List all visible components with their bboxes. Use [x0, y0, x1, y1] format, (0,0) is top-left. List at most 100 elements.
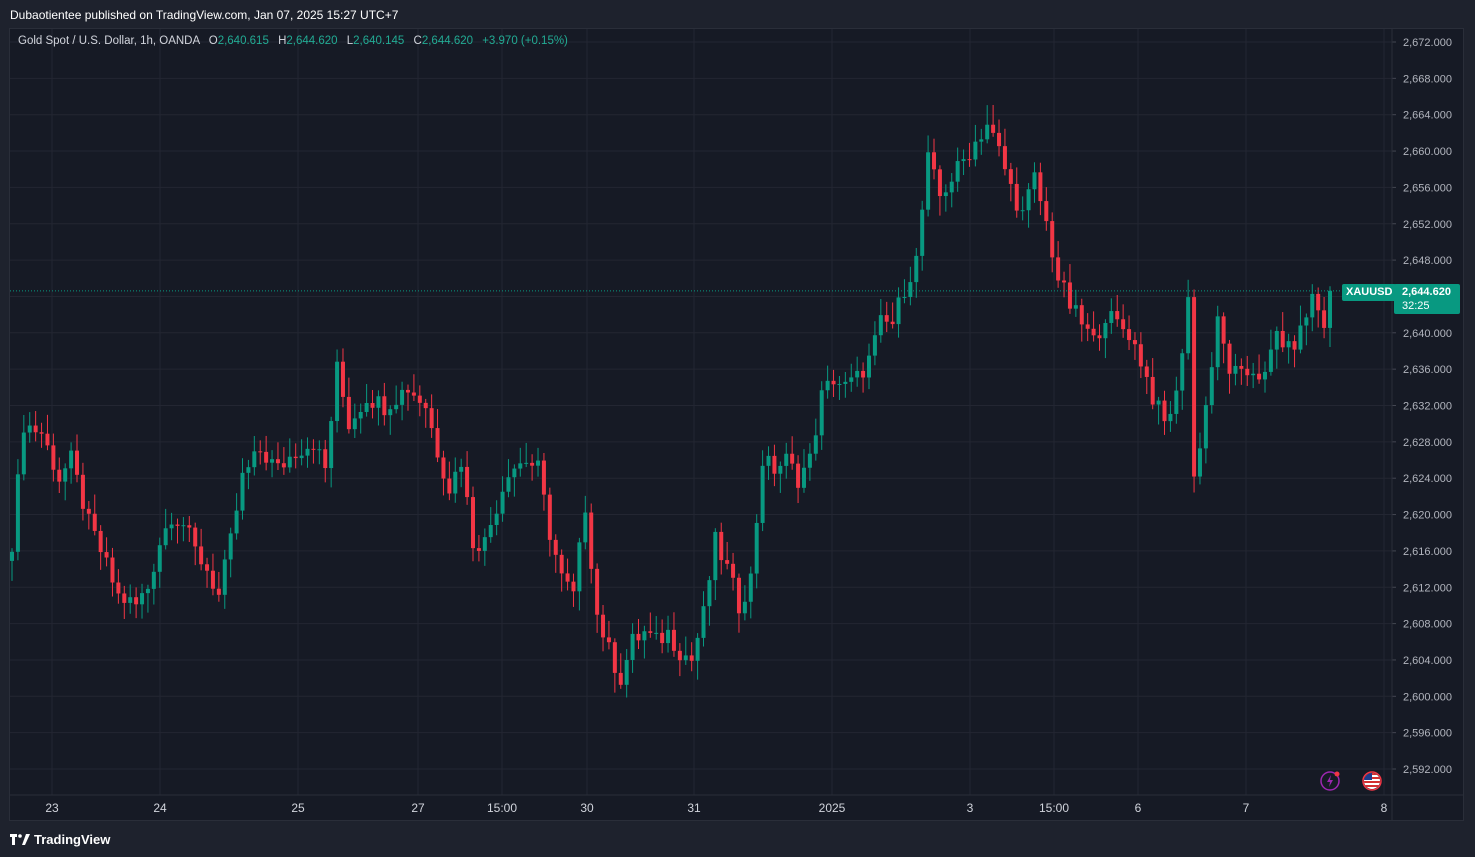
candle [376, 390, 381, 426]
x-tick-label: 3 [967, 801, 974, 815]
tradingview-brand[interactable]: TradingView [10, 832, 110, 847]
candle [1026, 183, 1031, 228]
candle [1280, 312, 1285, 353]
legend-change: +3.970 (+0.15%) [482, 35, 568, 47]
candle [482, 528, 487, 566]
candle [228, 527, 233, 578]
x-tick-label: 2025 [819, 801, 846, 815]
candle [157, 537, 162, 588]
y-tick-label: 2,660.000 [1403, 146, 1452, 158]
candle [1121, 304, 1126, 338]
candle [612, 638, 617, 693]
candle [1073, 289, 1078, 317]
candle [1103, 319, 1108, 359]
candle [819, 381, 824, 450]
candle [210, 553, 215, 596]
candle [86, 500, 91, 530]
candle [275, 442, 280, 471]
candle [707, 576, 712, 626]
y-tick-label: 2,668.000 [1403, 73, 1452, 85]
y-tick-label: 2,624.000 [1403, 473, 1452, 485]
ohlc-legend: Gold Spot / U.S. Dollar, 1h, OANDA O2,64… [18, 35, 568, 47]
candle [1239, 358, 1244, 385]
candle [1257, 354, 1262, 384]
candle [63, 463, 68, 501]
y-tick-label: 2,604.000 [1403, 655, 1452, 667]
candle [364, 384, 369, 417]
candle [695, 633, 700, 680]
candle [512, 464, 517, 497]
candle [979, 128, 984, 155]
candle [701, 591, 706, 647]
candle [595, 563, 600, 633]
candle [748, 566, 753, 619]
candle [565, 558, 570, 591]
flash-icon[interactable] [1319, 770, 1341, 792]
candle [352, 403, 357, 438]
candle [246, 459, 251, 490]
candle [985, 105, 990, 144]
candle [1109, 298, 1114, 334]
legend-high-label: H [278, 35, 287, 47]
candle [1328, 286, 1332, 347]
candle [872, 321, 877, 366]
candle [187, 516, 192, 542]
tradingview-brand-text: TradingView [34, 832, 111, 847]
candle [1115, 294, 1120, 327]
candle [1091, 311, 1096, 342]
candle [1156, 396, 1161, 425]
candle [151, 563, 156, 605]
candle [559, 549, 564, 592]
candle [843, 371, 848, 398]
publisher-text: Dubaotientee published on TradingView.co… [10, 8, 399, 22]
candle [1251, 362, 1256, 389]
candle [104, 537, 109, 567]
candle [571, 573, 576, 607]
candle [1097, 324, 1102, 351]
candle [1014, 167, 1019, 218]
candle [671, 612, 676, 657]
legend-low-label: L [346, 35, 354, 47]
footer-bar [0, 821, 1475, 857]
legend-high-value: 2,644.620 [286, 35, 338, 47]
candle [831, 369, 836, 398]
candle [323, 439, 328, 483]
candle [122, 585, 127, 619]
candle [1233, 353, 1238, 386]
candle [240, 458, 245, 520]
last-price-value: 2,644.620 [1402, 286, 1451, 298]
candle [10, 548, 14, 581]
candle [57, 457, 62, 494]
candle [21, 414, 26, 481]
x-tick-label: 24 [153, 801, 167, 815]
candle [813, 418, 818, 461]
candle [500, 476, 505, 522]
tradingview-logo-icon [10, 833, 30, 845]
candle [1038, 162, 1043, 216]
x-tick-label: 23 [45, 801, 59, 815]
x-tick-label: 7 [1243, 801, 1250, 815]
candle [855, 356, 860, 387]
candle [98, 525, 103, 570]
candle [589, 503, 594, 584]
candle [866, 343, 871, 390]
candle [606, 620, 611, 650]
candle [459, 458, 464, 488]
y-tick-label: 2,640.000 [1403, 328, 1452, 340]
candle [1203, 396, 1208, 464]
chart-frame[interactable] [9, 28, 1464, 821]
candle [1008, 162, 1013, 202]
candle [1044, 187, 1049, 231]
us-flag-icon[interactable] [1361, 770, 1383, 792]
candle [943, 184, 948, 212]
candle [630, 623, 635, 673]
candle [488, 507, 493, 543]
candle [1150, 358, 1155, 410]
candle [778, 461, 783, 493]
candle [1227, 339, 1232, 394]
candle [908, 266, 913, 306]
candle [583, 495, 588, 550]
legend-open-value: 2,640.615 [217, 35, 269, 47]
candle [1292, 335, 1297, 368]
